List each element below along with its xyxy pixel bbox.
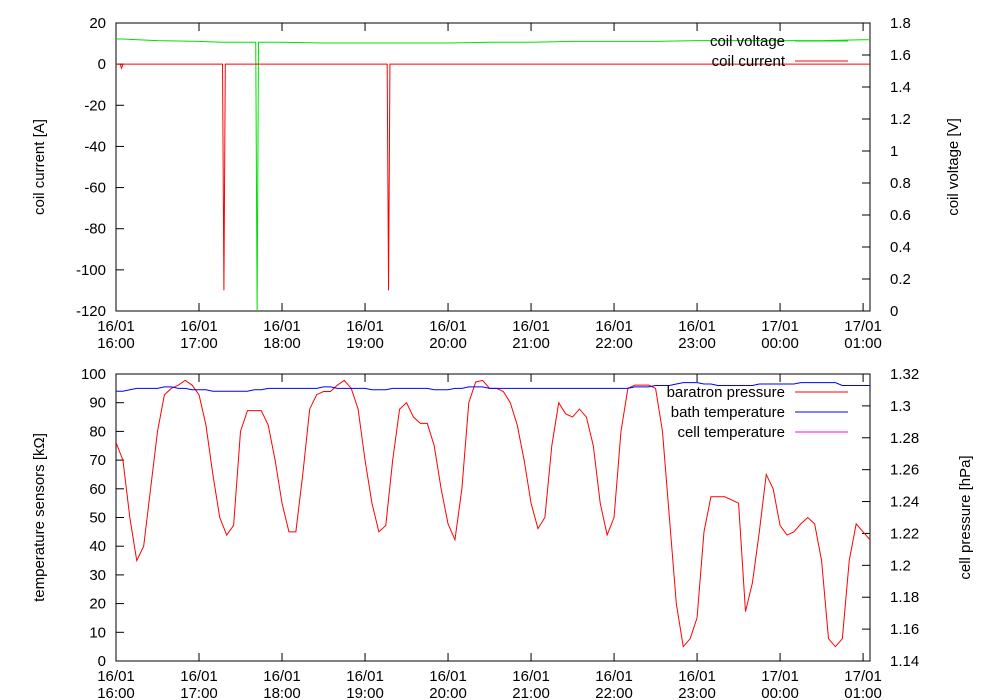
y-tick-label: 20 [89, 596, 106, 613]
y2-tick-label: 1.24 [890, 494, 919, 511]
y2-tick-label: 1.6 [890, 47, 911, 64]
y2-axis-label: cell pressure [hPa] [957, 455, 974, 579]
y-tick-label: 0 [98, 653, 106, 670]
x-tick-label: 17/01 01:00 [844, 668, 882, 700]
x-tick-label: 17/01 00:00 [761, 318, 799, 352]
y-tick-label: 10 [89, 624, 106, 641]
y2-tick-label: 0.6 [890, 207, 911, 224]
x-tick-label: 16/01 20:00 [429, 318, 467, 352]
y-tick-label: 100 [81, 366, 106, 383]
x-tick-label: 16/01 19:00 [346, 318, 384, 352]
y2-tick-label: 1.4 [890, 79, 911, 96]
y-tick-label: 30 [89, 567, 106, 584]
x-tick-label: 16/01 22:00 [595, 318, 633, 352]
y2-tick-label: 1 [890, 143, 898, 160]
x-tick-label: 16/01 18:00 [263, 668, 301, 700]
y-tick-label: 50 [89, 510, 106, 527]
legend-label: baratron pressure [667, 384, 785, 401]
y2-tick-label: 1.28 [890, 430, 919, 447]
x-tick-label: 16/01 16:00 [97, 318, 135, 352]
y-tick-label: 80 [89, 423, 106, 440]
y2-tick-label: 1.2 [890, 557, 911, 574]
y2-tick-label: 1.22 [890, 525, 919, 542]
y-tick-label: 70 [89, 452, 106, 469]
legend-label: coil current [712, 53, 786, 70]
y2-tick-label: 1.26 [890, 462, 919, 479]
y-tick-label: -80 [84, 221, 106, 238]
x-tick-label: 16/01 21:00 [512, 668, 550, 700]
y2-tick-label: 0 [890, 303, 898, 320]
series-line [116, 382, 870, 392]
y-tick-label: -20 [84, 97, 106, 114]
y-tick-label: 40 [89, 538, 106, 555]
y2-tick-label: 1.2 [890, 111, 911, 128]
legend-label: cell temperature [677, 424, 785, 441]
y2-tick-label: 1.8 [890, 15, 911, 32]
y2-tick-label: 1.3 [890, 398, 911, 415]
x-tick-label: 16/01 19:00 [346, 668, 384, 700]
series-line [116, 38, 870, 311]
plot-frame [115, 22, 871, 312]
y-tick-label: 90 [89, 395, 106, 412]
y-tick-label: 60 [89, 481, 106, 498]
y2-axis-label: coil voltage [V] [945, 118, 962, 216]
y-axis-label: temperature sensors [kΩ] [31, 433, 48, 602]
x-tick-label: 17/01 00:00 [761, 668, 799, 700]
x-tick-label: 16/01 23:00 [678, 318, 716, 352]
x-tick-label: 16/01 16:00 [97, 668, 135, 700]
legend-label: coil voltage [710, 33, 785, 50]
x-tick-label: 16/01 17:00 [180, 668, 218, 700]
legend-label: bath temperature [671, 404, 785, 421]
y-tick-label: -120 [76, 303, 106, 320]
series-line [116, 63, 870, 291]
x-tick-label: 16/01 22:00 [595, 668, 633, 700]
x-tick-label: 16/01 20:00 [429, 668, 467, 700]
x-tick-label: 16/01 17:00 [180, 318, 218, 352]
x-tick-label: 16/01 23:00 [678, 668, 716, 700]
x-tick-label: 16/01 18:00 [263, 318, 301, 352]
y2-tick-label: 1.14 [890, 653, 919, 670]
y2-tick-label: 0.2 [890, 271, 911, 288]
y-tick-label: 0 [98, 56, 106, 73]
plot-frame [115, 373, 871, 662]
x-tick-label: 16/01 21:00 [512, 318, 550, 352]
y2-tick-label: 0.4 [890, 239, 911, 256]
y2-tick-label: 1.32 [890, 366, 919, 383]
y2-tick-label: 1.18 [890, 589, 919, 606]
y-tick-label: -40 [84, 138, 106, 155]
y-tick-label: -100 [76, 262, 106, 279]
y-tick-label: -60 [84, 180, 106, 197]
y-tick-label: 20 [89, 15, 106, 32]
x-tick-label: 17/01 01:00 [844, 318, 882, 352]
y2-tick-label: 0.8 [890, 175, 911, 192]
y2-tick-label: 1.16 [890, 621, 919, 638]
y-axis-label: coil current [A] [31, 119, 48, 215]
